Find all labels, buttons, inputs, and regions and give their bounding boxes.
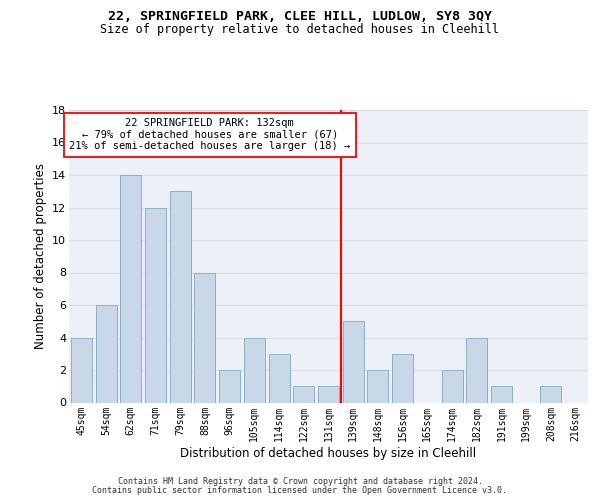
Bar: [293, 386, 314, 402]
Text: 22 SPRINGFIELD PARK: 132sqm
← 79% of detached houses are smaller (67)
21% of sem: 22 SPRINGFIELD PARK: 132sqm ← 79% of det…: [69, 118, 350, 152]
Text: Size of property relative to detached houses in Cleehill: Size of property relative to detached ho…: [101, 22, 499, 36]
Text: Contains HM Land Registry data © Crown copyright and database right 2024.: Contains HM Land Registry data © Crown c…: [118, 477, 482, 486]
Bar: [541, 386, 562, 402]
Bar: [491, 386, 512, 402]
Bar: [219, 370, 240, 402]
X-axis label: Distribution of detached houses by size in Cleehill: Distribution of detached houses by size …: [181, 448, 476, 460]
Bar: [269, 354, 290, 403]
Bar: [466, 338, 487, 402]
Bar: [442, 370, 463, 402]
Bar: [318, 386, 339, 402]
Text: Contains public sector information licensed under the Open Government Licence v3: Contains public sector information licen…: [92, 486, 508, 495]
Bar: [145, 208, 166, 402]
Bar: [244, 338, 265, 402]
Bar: [343, 322, 364, 402]
Bar: [367, 370, 388, 402]
Bar: [392, 354, 413, 403]
Bar: [71, 338, 92, 402]
Y-axis label: Number of detached properties: Number of detached properties: [34, 163, 47, 349]
Bar: [95, 305, 116, 402]
Bar: [170, 191, 191, 402]
Bar: [120, 175, 141, 402]
Bar: [194, 272, 215, 402]
Text: 22, SPRINGFIELD PARK, CLEE HILL, LUDLOW, SY8 3QY: 22, SPRINGFIELD PARK, CLEE HILL, LUDLOW,…: [108, 10, 492, 23]
